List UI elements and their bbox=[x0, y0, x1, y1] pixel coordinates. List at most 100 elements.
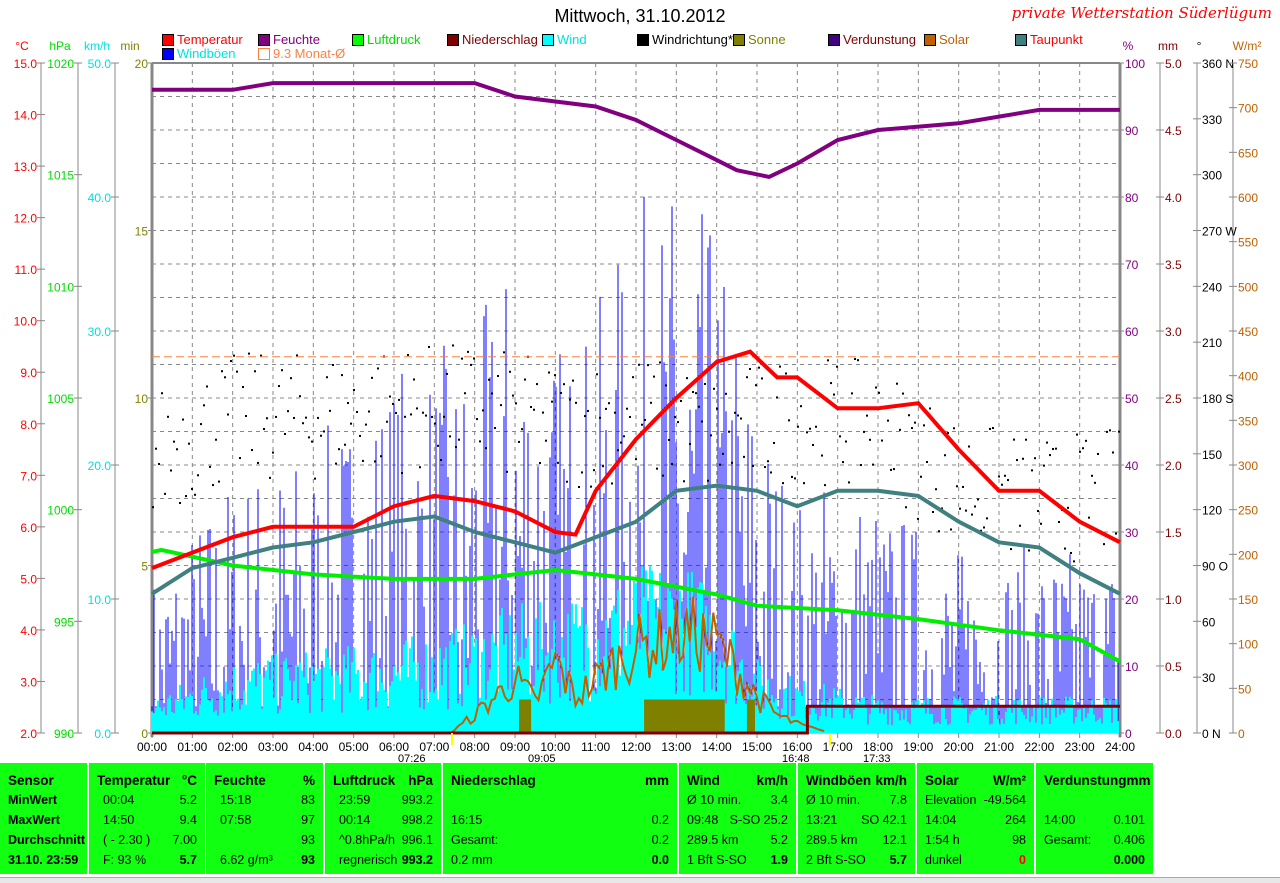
wind-direction-dot bbox=[890, 468, 892, 471]
panel-temp: Temperatur °C 00:04 5.2 14:50 9.4 ( - 2.30 ) 7.… bbox=[89, 763, 205, 874]
wind-direction-dot bbox=[626, 407, 628, 410]
solar-tick-label: 750 bbox=[1238, 57, 1258, 71]
wind-direction-dot bbox=[575, 401, 577, 404]
wind-direction-dot bbox=[224, 376, 226, 379]
wind-direction-dot bbox=[641, 423, 643, 426]
panel-solar: Solar W/m² Elevation -49.564 14:04 264 1:54 h 9… bbox=[917, 763, 1034, 874]
humidity-tick-label: 90 bbox=[1125, 124, 1139, 138]
rain-unit-label: mm bbox=[1158, 39, 1178, 53]
x-tick-label: 24:00 bbox=[1105, 740, 1135, 754]
wind-direction-dot bbox=[1091, 474, 1093, 477]
wind-direction-dot bbox=[785, 372, 787, 375]
wind-direction-dot bbox=[176, 448, 178, 451]
wind-direction-dot bbox=[464, 392, 466, 395]
wind-direction-dot bbox=[815, 425, 817, 428]
wind-direction-dot bbox=[458, 438, 460, 441]
pressure-unit-label: hPa bbox=[49, 39, 71, 53]
wind-direction-dot bbox=[557, 461, 559, 464]
panel-cell-label: 2 Bft S-SO bbox=[806, 853, 866, 867]
humidity-unit-label: % bbox=[1123, 39, 1134, 53]
panel-cell-value: SO 42.1 bbox=[861, 813, 907, 827]
wind-direction-dot bbox=[1106, 430, 1108, 433]
temp-tick-label: 8.0 bbox=[20, 418, 37, 432]
panel-cell-label: 15:18 bbox=[220, 793, 252, 807]
solar-tick-label: 300 bbox=[1238, 459, 1258, 473]
pressure-tick-label: 1005 bbox=[47, 392, 74, 406]
wind-direction-dot bbox=[656, 467, 658, 470]
panel-cell-label: Gesamt: bbox=[1044, 833, 1092, 847]
sunshine-bar bbox=[644, 699, 725, 733]
wind-direction-dot bbox=[317, 416, 319, 419]
legend-label: Niederschlag bbox=[462, 32, 538, 47]
panel-cell-value: 0.2 bbox=[651, 833, 669, 847]
wind-direction-dot bbox=[869, 438, 871, 441]
rain-tick-label: 4.0 bbox=[1165, 191, 1182, 205]
wind-direction-dot bbox=[710, 434, 712, 437]
wind-direction-dot bbox=[926, 461, 928, 464]
wind-direction-dot bbox=[968, 445, 970, 448]
wind-direction-dot bbox=[371, 376, 373, 379]
pressure-tick-label: 990 bbox=[54, 727, 74, 741]
wind-direction-dot bbox=[260, 354, 262, 357]
temp-tick-label: 10.0 bbox=[14, 315, 38, 329]
panel-cell-label: 1 Bft S-SO bbox=[687, 853, 747, 867]
wind-direction-dot bbox=[275, 415, 277, 418]
wind-direction-dot bbox=[1019, 524, 1021, 527]
wind-direction-dot bbox=[401, 472, 403, 475]
wind-tick-label: 0.0 bbox=[94, 727, 111, 741]
wind-direction-dot bbox=[1055, 447, 1057, 450]
wind-direction-dot bbox=[917, 517, 919, 520]
wind-direction-dot bbox=[314, 477, 316, 480]
rain-tick-label: 0.0 bbox=[1165, 727, 1182, 741]
wind-direction-dot bbox=[302, 422, 304, 425]
series-niederschlag bbox=[152, 704, 1120, 735]
panel-cell-value: S-SO 25.2 bbox=[729, 813, 788, 827]
panel-evap: Verdunstung mm 14:00 0.101 Gesamt: 0.406 0.000 bbox=[1036, 763, 1153, 874]
wind-direction-dot bbox=[197, 474, 199, 477]
panel-cell-value: 0.0 bbox=[651, 853, 669, 867]
humidity-tick-label: 50 bbox=[1125, 392, 1139, 406]
wind-direction-dot bbox=[611, 482, 613, 485]
direction-tick-label: 150 bbox=[1202, 448, 1222, 462]
panel-cell-label: dunkel bbox=[925, 853, 962, 867]
legend-label: Taupunkt bbox=[1030, 32, 1083, 47]
panel-cell-label: Ø 10 min. bbox=[806, 793, 861, 807]
wind-direction-dot bbox=[908, 414, 910, 417]
temp-tick-label: 7.0 bbox=[20, 469, 37, 483]
wind-direction-dot bbox=[179, 502, 181, 505]
wind-direction-dot bbox=[971, 513, 973, 516]
panel-cell-value: 0.000 bbox=[1113, 853, 1145, 867]
x-tick-label: 21:00 bbox=[984, 740, 1014, 754]
legend-item: Solar bbox=[924, 32, 969, 47]
wind-direction-dot bbox=[674, 416, 676, 419]
wind-direction-dot bbox=[233, 354, 235, 357]
wind-tick-label: 10.0 bbox=[88, 593, 112, 607]
wind-direction-dot bbox=[746, 376, 748, 379]
legend-item: Windrichtung* bbox=[637, 32, 733, 47]
wind-direction-dot bbox=[569, 398, 571, 401]
x-tick-label: 02:00 bbox=[218, 740, 248, 754]
wind-direction-dot bbox=[791, 475, 793, 478]
temp-tick-label: 15.0 bbox=[14, 57, 38, 71]
wind-direction-dot bbox=[1052, 447, 1054, 450]
wind-direction-dot bbox=[935, 488, 937, 491]
wind-direction-dot bbox=[938, 530, 940, 533]
wind-direction-dot bbox=[290, 377, 292, 380]
wind-direction-dot bbox=[251, 449, 253, 452]
wind-direction-dot bbox=[695, 392, 697, 395]
wind-direction-dot bbox=[236, 370, 238, 373]
station-brand: private Wetterstation Süderlügum bbox=[1011, 4, 1272, 22]
wind-direction-dot bbox=[1025, 438, 1027, 441]
sunshine-bar bbox=[519, 699, 532, 733]
legend-swatch bbox=[258, 33, 270, 46]
wind-direction-dot bbox=[740, 417, 742, 420]
wind-direction-dot bbox=[428, 345, 430, 348]
wind-direction-dot bbox=[1001, 483, 1003, 486]
row-label-avg: Durchschnitt bbox=[8, 833, 86, 847]
wind-direction-dot bbox=[479, 440, 481, 443]
weather-chart: 15.0 14.0 13.0 12.0 11.0 10.0 9.0 8.0 7.0 6.0 5.0 4… bbox=[14, 39, 1262, 754]
wind-direction-dot bbox=[311, 440, 313, 443]
panel-cell-value: 998.2 bbox=[401, 813, 433, 827]
panel-cell-value: 7.8 bbox=[889, 793, 907, 807]
x-tick-label: 04:00 bbox=[298, 740, 328, 754]
